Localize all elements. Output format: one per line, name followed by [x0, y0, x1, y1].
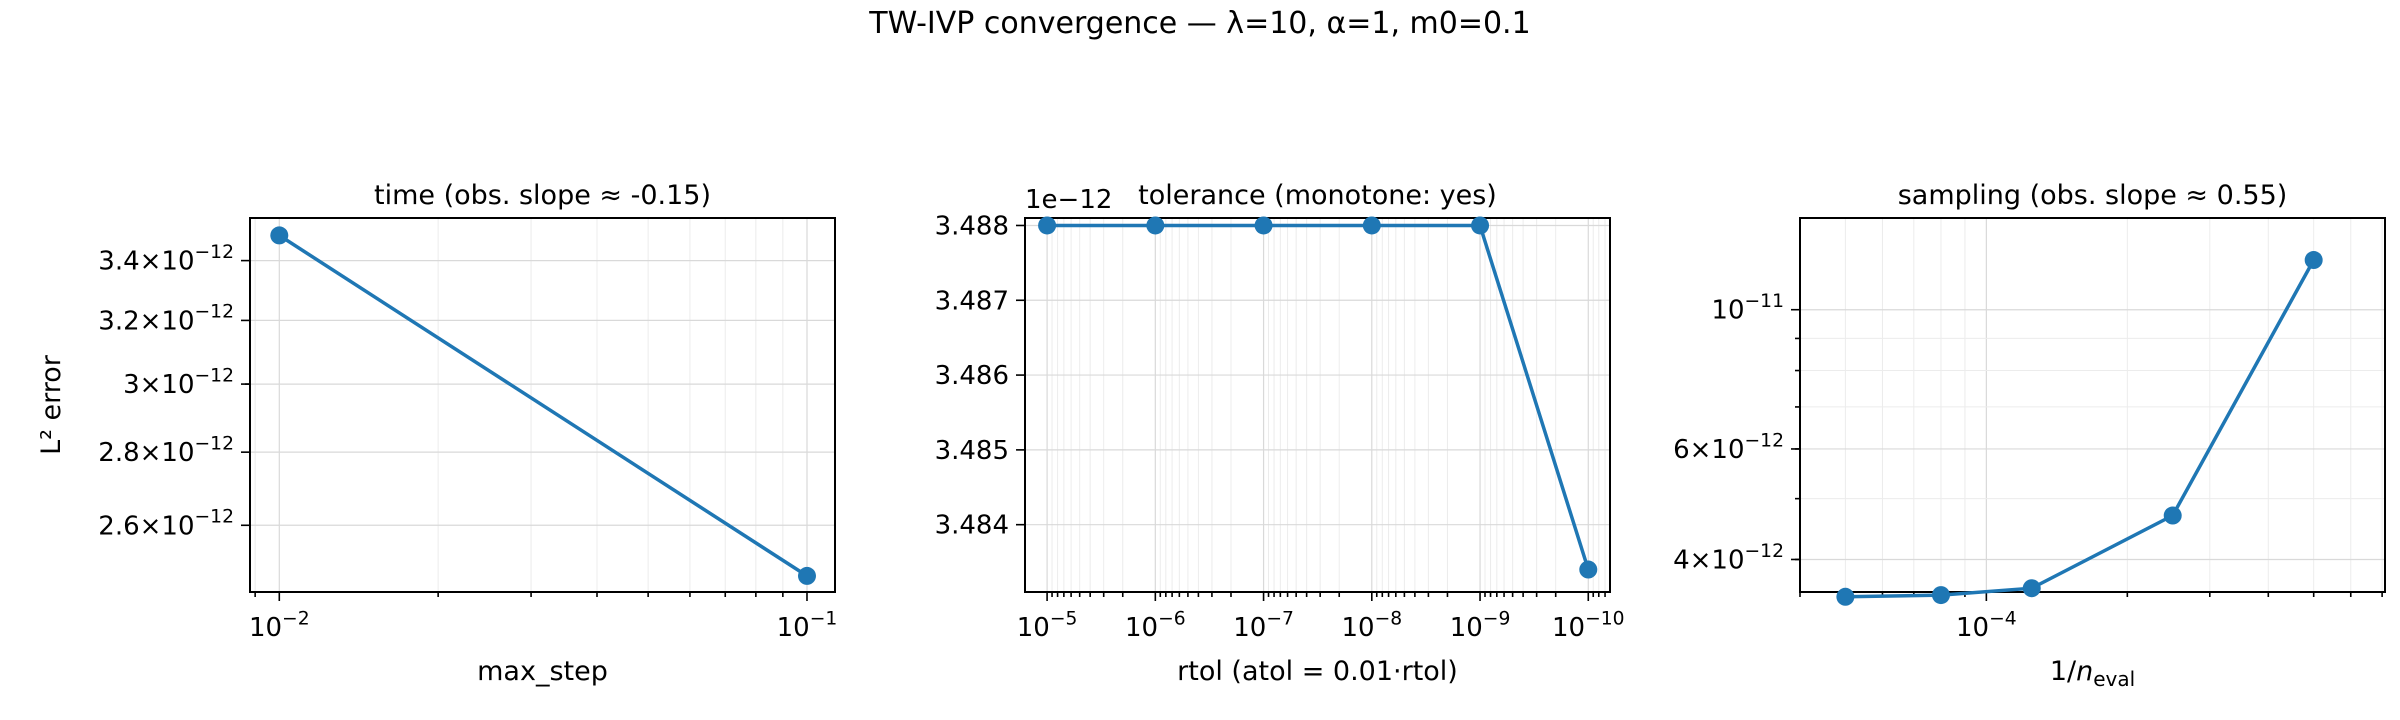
data-point [2163, 506, 2182, 525]
panel-sampling: 10−4 4×10−12 6×10−12 10−11 sampling (obs. sl… [1673, 180, 2386, 691]
y-tick-label: 3.488 [935, 211, 1009, 241]
x-tick-label: 10−2 [249, 608, 310, 643]
data-point [1254, 216, 1273, 235]
panel-title: tolerance (monotone: yes) [1138, 180, 1497, 211]
y-tick-label: 3.4×10−12 [98, 242, 234, 277]
grid [1799, 218, 2385, 592]
data-point [1836, 587, 1855, 606]
x-tick-label: 10−9 [1450, 608, 1511, 643]
y-tick-label: 3.485 [935, 436, 1009, 466]
data-point [1146, 216, 1165, 235]
y-tick-label: 3.2×10−12 [98, 302, 234, 337]
data-point [1362, 216, 1381, 235]
data-point [1038, 216, 1057, 235]
series-line [1047, 223, 1590, 571]
y-offset-label: 1e−12 [1025, 185, 1112, 215]
y-tick-label: 6×10−12 [1673, 430, 1784, 465]
y-tick-label: 3×10−12 [123, 365, 234, 400]
y-tick-label: 2.8×10−12 [98, 433, 234, 468]
plot-frame [249, 217, 836, 593]
data-point [797, 566, 816, 585]
series-line [1845, 259, 2316, 599]
data-point [2304, 251, 2323, 270]
y-tick-label: 3.486 [935, 361, 1009, 391]
plot-frame [1799, 217, 2386, 593]
data-point [1579, 560, 1598, 579]
y-tick-label: 3.487 [935, 286, 1009, 316]
x-tick-label: 10−5 [1017, 608, 1078, 643]
x-tick-label: 10−6 [1125, 608, 1186, 643]
grid [1025, 218, 1610, 592]
series-line [278, 233, 808, 578]
y-tick-label: 2.6×10−12 [98, 507, 234, 542]
x-tick-label: 10−10 [1552, 608, 1625, 643]
data-point [270, 226, 289, 245]
x-tick-label: 10−7 [1233, 608, 1294, 643]
data-point [1471, 216, 1490, 235]
y-axis-label: L² error [36, 354, 67, 455]
y-tick-label: 4×10−12 [1673, 541, 1784, 576]
x-tick-label: 10−4 [1956, 608, 2017, 643]
data-point [1931, 586, 1950, 605]
panel-title: time (obs. slope ≈ -0.15) [374, 180, 711, 211]
panel-time: 10−2 10−1 2.6×10−12 2.8×10−12 3×10−12 3.2×10−… [36, 180, 837, 687]
grid [250, 218, 835, 592]
data-point [2022, 579, 2041, 598]
y-tick-label: 10−11 [1711, 291, 1784, 326]
panel-title: sampling (obs. slope ≈ 0.55) [1898, 180, 2288, 211]
x-axis-label: 1/neval [2050, 656, 2135, 691]
panel-tolerance: 10−5 10−6 10−7 10−8 10−9 10−10 3.484 3.485 3.486… [935, 180, 1625, 687]
x-axis-label: max_step [477, 656, 608, 687]
plot-frame [1024, 217, 1611, 593]
figure-title: TW-IVP convergence — λ=10, α=1, m0=0.1 [869, 6, 1531, 41]
y-tick-label: 3.484 [935, 511, 1009, 541]
x-tick-label: 10−1 [777, 608, 838, 643]
x-tick-label: 10−8 [1341, 608, 1402, 643]
x-axis-label: rtol (atol = 0.01·rtol) [1177, 656, 1458, 687]
